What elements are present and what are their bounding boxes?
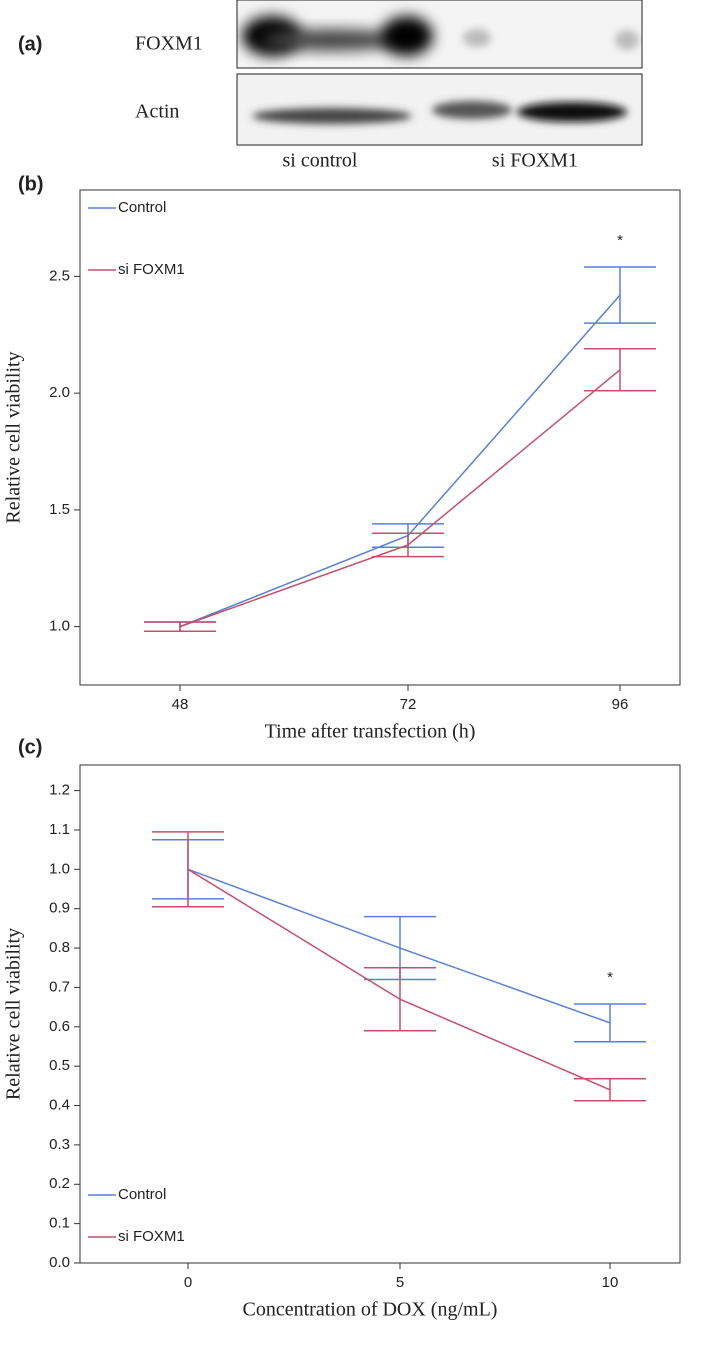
- error-bar: [144, 621, 216, 633]
- y-tick-label: 0.7: [49, 978, 70, 995]
- y-tick-label: 0.2: [49, 1175, 70, 1192]
- y-tick-label: 0.9: [49, 900, 70, 917]
- annotation: *: [617, 232, 623, 249]
- y-tick-label: 0.6: [49, 1018, 70, 1035]
- panel-label: (a): [18, 33, 42, 55]
- blot-frame: [236, 73, 643, 146]
- error-bar: [152, 831, 224, 908]
- y-tick-label: 0.3: [49, 1136, 70, 1153]
- x-tick-label: 96: [612, 696, 629, 713]
- blot-panel: (a) FOXM1 Actin si control si FOXM1: [18, 0, 643, 172]
- annotation: *: [607, 969, 613, 986]
- legend-label: Control: [118, 1186, 166, 1203]
- x-tick-label: 48: [172, 696, 189, 713]
- blot-row-label: Actin: [135, 101, 179, 123]
- x-tick-label: 72: [400, 696, 417, 713]
- y-tick-label: 2.5: [49, 267, 70, 284]
- series-line: [179, 294, 621, 628]
- blot-frame: [236, 0, 643, 69]
- chart: (b) 1.0 1.5 2.0 2.5 48 72 96 Time after transfec…: [3, 173, 681, 743]
- series-line: [187, 868, 611, 1024]
- series-line: [179, 369, 621, 628]
- legend-label: si FOXM1: [118, 1228, 185, 1245]
- blot-image: [237, 74, 642, 145]
- y-tick-label: 1.2: [49, 782, 70, 799]
- error-bar: [574, 1003, 646, 1043]
- chart: (c) 0.0 0.1 0.2 0.3 0.4 0.5 0.6 0.7 0.8 0.9 1.0 1.1 1…: [3, 736, 681, 1321]
- error-bar: [364, 966, 436, 1032]
- x-tick-label: 5: [396, 1274, 404, 1291]
- y-tick-label: 2.0: [49, 384, 70, 401]
- panel-label: (b): [18, 173, 44, 195]
- panel-label: (c): [18, 736, 42, 758]
- y-axis-label: Relative cell viability: [3, 351, 25, 523]
- error-bar: [584, 266, 656, 324]
- blot-lane-label: si FOXM1: [492, 150, 578, 172]
- y-tick-label: 1.5: [49, 501, 70, 518]
- x-tick-label: 10: [602, 1274, 619, 1291]
- y-tick-label: 0.5: [49, 1057, 70, 1074]
- error-bar: [574, 1078, 646, 1102]
- blot-image: [237, 0, 642, 68]
- x-axis-label: Concentration of DOX (ng/mL): [243, 1299, 498, 1321]
- y-tick-label: 0.0: [49, 1254, 70, 1271]
- error-bar: [372, 532, 444, 558]
- y-tick-label: 1.0: [49, 860, 70, 877]
- y-tick-label: 0.4: [49, 1096, 70, 1113]
- y-tick-label: 1.0: [49, 618, 70, 635]
- legend-label: Control: [118, 199, 166, 216]
- blot-row-label: FOXM1: [135, 33, 203, 55]
- y-tick-label: 1.1: [49, 821, 70, 838]
- blot-lane-label: si control: [283, 150, 358, 172]
- y-tick-label: 0.8: [49, 939, 70, 956]
- plot-frame: [79, 189, 681, 686]
- plot-frame: [79, 764, 681, 1264]
- legend-label: si FOXM1: [118, 261, 185, 278]
- y-axis-label: Relative cell viability: [3, 928, 25, 1100]
- x-axis-label: Time after transfection (h): [265, 721, 476, 743]
- x-tick-label: 0: [184, 1274, 192, 1291]
- error-bar: [584, 348, 656, 392]
- y-tick-label: 0.1: [49, 1215, 70, 1232]
